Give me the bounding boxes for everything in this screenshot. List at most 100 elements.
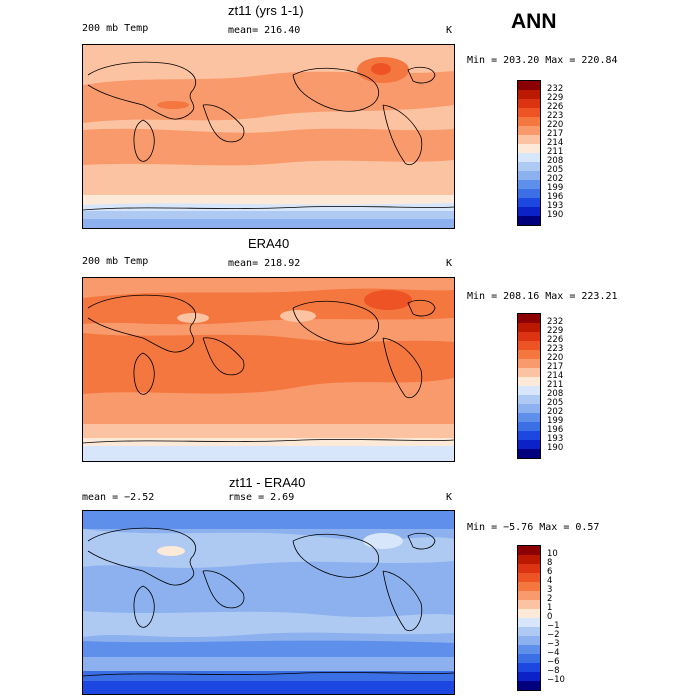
colorbar-swatch xyxy=(518,108,540,117)
colorbar-tick-label: 190 xyxy=(547,443,564,453)
mean-label-model: mean= 216.40 xyxy=(228,25,301,36)
colorbar-swatch xyxy=(518,198,540,207)
units-label-obs: K xyxy=(446,258,453,269)
colorbar-swatch xyxy=(518,636,540,645)
colorbar-tick-label: 196 xyxy=(547,425,564,435)
colorbar-swatch xyxy=(518,422,540,431)
colorbar-swatch xyxy=(518,645,540,654)
colorbar-tick-label: 199 xyxy=(547,416,564,426)
colorbar-swatch xyxy=(518,323,540,332)
minmax-label-obs: Min = 208.16 Max = 223.21 xyxy=(467,291,618,302)
units-label-model: K xyxy=(446,25,453,36)
colorbar-tick-label: 190 xyxy=(547,210,564,220)
colorbar-swatch xyxy=(518,368,540,377)
colorbar-swatch xyxy=(518,341,540,350)
colorbar-swatch xyxy=(518,681,540,690)
colorbar-swatch xyxy=(518,431,540,440)
colorbar-tick-label: −4 xyxy=(547,648,560,658)
colorbar-tick-label: 229 xyxy=(547,93,564,103)
variable-label-model: 200 mb Temp xyxy=(82,23,149,34)
colorbar-model xyxy=(517,80,541,226)
colorbar-tick-label: 214 xyxy=(547,138,564,148)
colorbar-tick-label: 211 xyxy=(547,380,564,390)
colorbar-swatch xyxy=(518,582,540,591)
panel-title-obs: ERA40 xyxy=(248,236,290,251)
colorbar-swatch xyxy=(518,672,540,681)
colorbar-tick-label: −3 xyxy=(547,639,560,649)
colorbar-swatch xyxy=(518,126,540,135)
colorbar-swatch xyxy=(518,449,540,458)
colorbar-swatch xyxy=(518,386,540,395)
colorbar-tick-label: 232 xyxy=(547,84,564,94)
colorbar-tick-label: 208 xyxy=(547,389,564,399)
mean-label-obs: mean= 218.92 xyxy=(228,258,301,269)
colorbar-tick-label: 1 xyxy=(547,603,553,613)
colorbar-swatch xyxy=(518,332,540,341)
colorbar-tick-label: 205 xyxy=(547,165,564,175)
colorbar-tick-label: 211 xyxy=(547,147,564,157)
colorbar-swatch xyxy=(518,171,540,180)
colorbar-swatch xyxy=(518,440,540,449)
colorbar-swatch xyxy=(518,609,540,618)
colorbar-tick-label: −2 xyxy=(547,630,560,640)
colorbar-swatch xyxy=(518,663,540,672)
colorbar-tick-label: 10 xyxy=(547,549,558,559)
colorbar-swatch xyxy=(518,573,540,582)
colorbar-tick-label: 193 xyxy=(547,201,564,211)
colorbar-swatch xyxy=(518,627,540,636)
colorbar-tick-label: 2 xyxy=(547,594,553,604)
colorbar-tick-label: 217 xyxy=(547,362,564,372)
colorbar-swatches xyxy=(518,81,540,225)
colorbar-tick-label: 220 xyxy=(547,120,564,130)
colorbar-swatch xyxy=(518,90,540,99)
colorbar-swatch xyxy=(518,144,540,153)
colorbar-swatch xyxy=(518,81,540,90)
colorbar-swatch xyxy=(518,618,540,627)
colorbar-tick-label: 196 xyxy=(547,192,564,202)
colorbar-tick-label: 193 xyxy=(547,434,564,444)
colorbar-swatch xyxy=(518,189,540,198)
colorbar-tick-label: 220 xyxy=(547,353,564,363)
colorbar-swatch xyxy=(518,207,540,216)
colorbar-swatch xyxy=(518,216,540,225)
colorbar-swatch xyxy=(518,546,540,555)
colorbar-tick-label: 232 xyxy=(547,317,564,327)
colorbar-tick-label: 4 xyxy=(547,576,553,586)
colorbar-tick-label: 223 xyxy=(547,344,564,354)
colorbar-tick-label: 223 xyxy=(547,111,564,121)
map-model xyxy=(82,44,455,229)
colorbar-tick-label: 226 xyxy=(547,102,564,112)
colorbar-tick-label: −6 xyxy=(547,657,560,667)
panel-title-model: zt11 (yrs 1-1) xyxy=(228,3,304,18)
colorbar-swatch xyxy=(518,600,540,609)
colorbar-tick-label: 199 xyxy=(547,183,564,193)
colorbar-tick-label: 217 xyxy=(547,129,564,139)
colorbar-swatch xyxy=(518,359,540,368)
season-label: ANN xyxy=(511,10,557,33)
colorbar-swatch xyxy=(518,350,540,359)
colorbar-swatches xyxy=(518,546,540,690)
colorbar-tick-label: 205 xyxy=(547,398,564,408)
colorbar-tick-label: 8 xyxy=(547,558,553,568)
colorbar-tick-label: −8 xyxy=(547,666,560,676)
colorbar-obs xyxy=(517,313,541,459)
colorbar-tick-label: 202 xyxy=(547,174,564,184)
colorbar-swatch xyxy=(518,99,540,108)
variable-label-obs: 200 mb Temp xyxy=(82,256,149,267)
colorbar-swatch xyxy=(518,395,540,404)
colorbar-tick-label: 229 xyxy=(547,326,564,336)
colorbar-tick-label: 214 xyxy=(547,371,564,381)
colorbar-tick-label: 202 xyxy=(547,407,564,417)
units-label-diff: K xyxy=(446,492,453,503)
colorbar-diff xyxy=(517,545,541,691)
colorbar-swatches xyxy=(518,314,540,458)
colorbar-swatch xyxy=(518,564,540,573)
colorbar-tick-label: 3 xyxy=(547,585,553,595)
colorbar-tick-label: 6 xyxy=(547,567,553,577)
colorbar-swatch xyxy=(518,555,540,564)
map-obs xyxy=(82,277,455,462)
colorbar-swatch xyxy=(518,377,540,386)
colorbar-swatch xyxy=(518,117,540,126)
rmse-label: rmse = 2.69 xyxy=(228,492,295,503)
colorbar-swatch xyxy=(518,404,540,413)
